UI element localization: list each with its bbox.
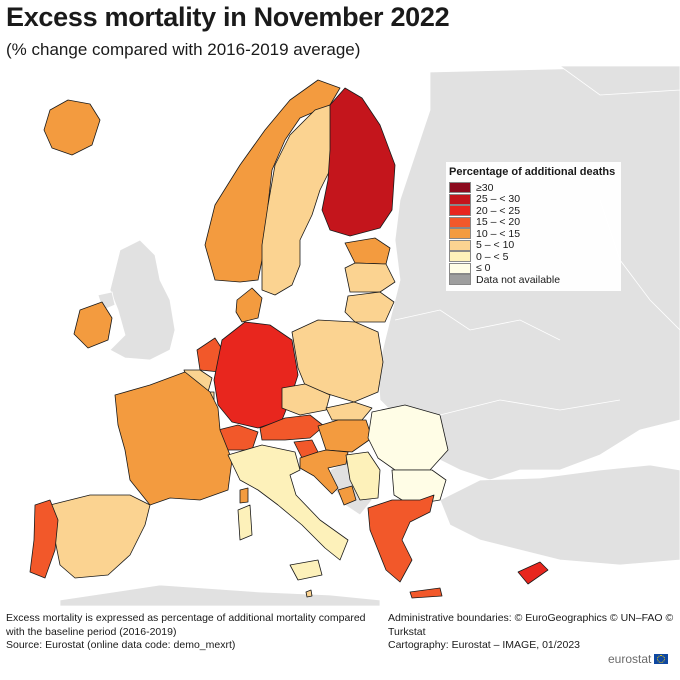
legend-label: 15 – < 20 — [476, 216, 521, 229]
legend-label: ≤ 0 — [476, 262, 491, 275]
legend-swatch — [449, 216, 471, 228]
country-iceland — [43, 99, 101, 156]
country-croatia — [299, 449, 349, 495]
legend-label: ≥30 — [476, 181, 494, 194]
boundaries-credit: Administrative boundaries: © EuroGeograp… — [388, 612, 674, 638]
legend-label: 10 – < 15 — [476, 227, 521, 240]
footer-credits: Administrative boundaries: © EuroGeograp… — [388, 612, 678, 653]
source-line: Source: Eurostat (online data code: demo… — [6, 639, 236, 651]
legend-label: 0 – < 5 — [476, 250, 509, 263]
country-france — [114, 371, 233, 506]
legend-swatch — [449, 182, 471, 194]
legend-swatch — [449, 193, 471, 205]
map-title: Excess mortality in November 2022 — [6, 2, 450, 32]
legend-item: 5 – < 10 — [449, 239, 615, 252]
legend-item: ≤ 0 — [449, 262, 615, 275]
country-serbia — [345, 451, 381, 501]
country-sardinia — [237, 504, 253, 541]
eurostat-wordmark: eurostat — [608, 652, 652, 666]
map-area — [0, 66, 680, 606]
country-portugal — [29, 499, 59, 579]
note-line-2: with the baseline period (2016-2019) — [6, 625, 177, 638]
boundary-line — [394, 309, 561, 341]
footer-notes: Excess mortality is expressed as percent… — [6, 612, 386, 653]
legend-label: 25 – < 30 — [476, 193, 521, 206]
country-spain — [49, 494, 151, 579]
country-poland — [291, 319, 384, 403]
legend-item: 25 – < 30 — [449, 193, 615, 206]
country-corsica — [239, 487, 249, 504]
country-crete — [409, 587, 443, 599]
legend-item: 0 – < 5 — [449, 251, 615, 263]
country-montenegro — [337, 485, 357, 506]
legend-list: ≥30 25 – < 30 20 – < 25 15 – < 20 10 – < 15 5… — [449, 182, 615, 286]
country-czechia — [281, 383, 331, 416]
country-denmark — [235, 287, 263, 323]
legend-item: ≥30 — [449, 182, 615, 194]
eurostat-logo: eurostat — [608, 652, 669, 666]
country-lithuania — [344, 291, 395, 323]
country-estonia — [344, 237, 391, 265]
legend-swatch — [449, 239, 471, 251]
country-finland — [321, 87, 396, 237]
legend-label: 20 – < 25 — [476, 204, 521, 217]
north-africa — [59, 584, 381, 606]
svalbard-area — [559, 66, 680, 96]
legend-swatch — [449, 274, 471, 286]
country-slovakia — [325, 401, 373, 421]
country-greece — [367, 494, 435, 583]
country-cyprus — [517, 561, 549, 585]
country-malta — [305, 589, 313, 598]
legend-swatch — [449, 228, 471, 240]
cartography-credit: Cartography: Eurostat – IMAGE, 01/2023 — [388, 639, 581, 651]
country-latvia — [344, 262, 396, 293]
legend-swatch — [449, 205, 471, 217]
legend-item: 15 – < 20 — [449, 216, 615, 229]
country-germany — [213, 321, 299, 429]
legend-label: Data not available — [476, 273, 561, 286]
legend-title: Percentage of additional deaths — [449, 166, 616, 178]
legend-item: 20 – < 25 — [449, 205, 615, 217]
boundary-line — [439, 399, 621, 416]
note-line-1: Excess mortality is expressed as percent… — [6, 612, 366, 624]
legend-item: 10 – < 15 — [449, 228, 615, 240]
map-subtitle: (% change compared with 2016-2019 averag… — [6, 40, 361, 59]
legend-item: Data not available — [449, 274, 615, 286]
legend-label: 5 – < 10 — [476, 239, 515, 252]
country-italy — [227, 444, 349, 561]
country-sicily — [289, 559, 323, 581]
country-austria — [259, 414, 325, 441]
legend-swatch — [449, 251, 471, 263]
country-ireland — [73, 301, 113, 349]
legend-swatch — [449, 262, 471, 274]
map-legend: Percentage of additional deaths ≥30 25 – … — [446, 162, 622, 291]
eu-flag-icon — [654, 654, 669, 664]
turkey-area — [439, 464, 680, 566]
